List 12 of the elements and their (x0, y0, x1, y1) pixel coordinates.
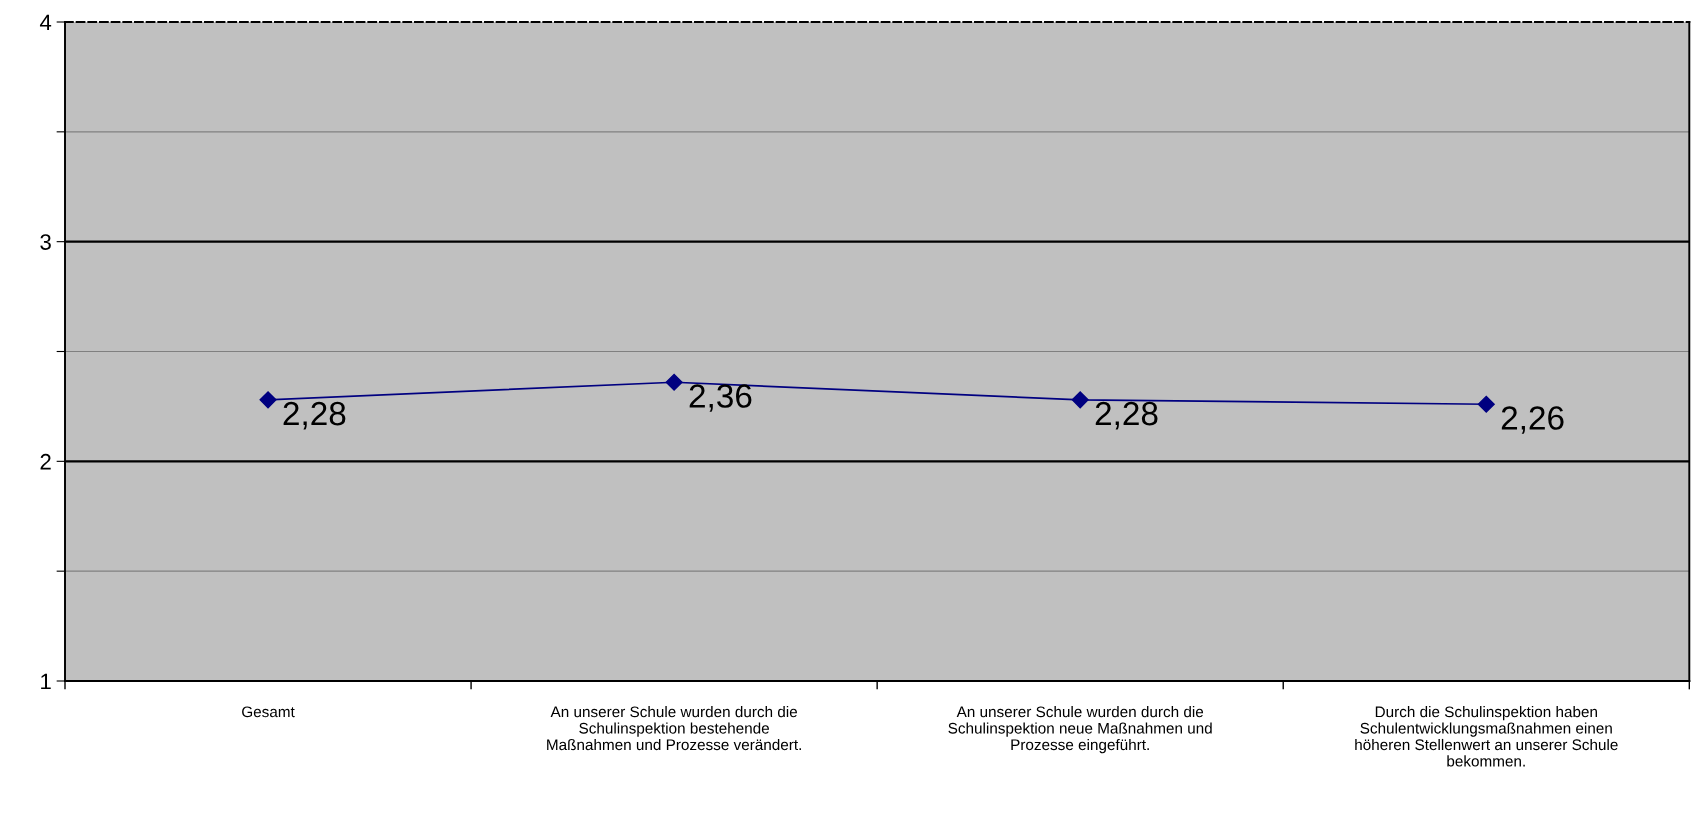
x-tick-label: An unserer Schule wurden durch die Schulinspektion neue Maßnahmen und Prozesse eingeführt. (948, 706, 1212, 754)
y-tick-label: 1 (41, 673, 51, 690)
y-tick-label: 4 (39, 14, 52, 31)
data-label: 2,28 (1095, 401, 1158, 430)
data-label: 2,28 (283, 401, 346, 430)
data-label: 2,36 (689, 384, 752, 412)
data-label: 2,26 (1501, 406, 1564, 434)
x-tick-label: Gesamt (242, 706, 295, 718)
x-tick-label: Durch die Schulinspektion haben Schulentwicklungsmaßnahmen einen höheren Stellenwert an unserer Schule bekommen. (1355, 706, 1618, 767)
y-tick-label: 3 (40, 234, 51, 250)
y-tick-label: 2 (40, 453, 51, 470)
x-tick-label: An unserer Schule wurden durch die Schulinspektion bestehende Maßnahmen und Prozesse verändert. (547, 706, 801, 751)
